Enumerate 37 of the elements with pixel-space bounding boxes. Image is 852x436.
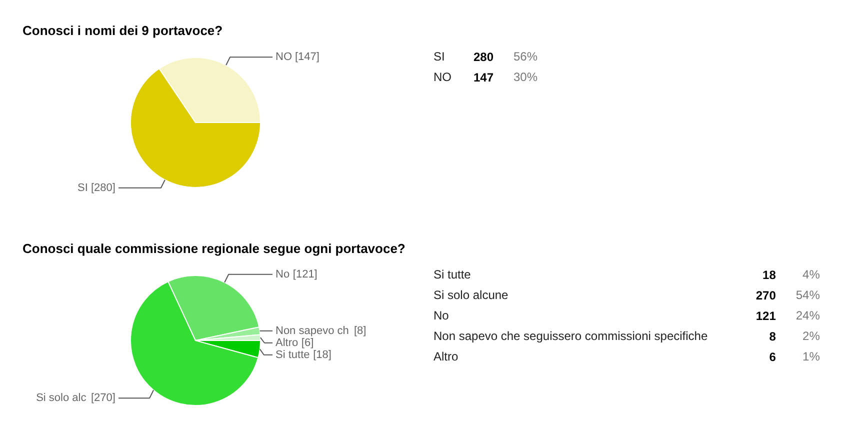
text: 8 [769, 330, 776, 344]
text: Non sapevo che seguissero commissioni specifiche [434, 329, 708, 343]
slice-label: Altro [276, 336, 298, 349]
slice-label: SI [78, 182, 88, 194]
text: 54% [796, 288, 820, 302]
data-label: [18] [313, 348, 332, 361]
slice-label: Non sapevo ch [276, 324, 349, 337]
chart-title: Conosci i nomi dei 9 portavoce? [22, 23, 223, 38]
text: 280 [473, 50, 494, 64]
text: 121 [756, 309, 776, 323]
data-label: [270] [91, 392, 116, 404]
text: 24% [796, 308, 820, 322]
data-label: [147] [295, 51, 320, 64]
text: 147 [473, 70, 494, 84]
text: 1% [802, 350, 820, 364]
text: SI [434, 50, 445, 64]
text: No [434, 308, 450, 322]
chart-title: Conosci quale commissione regionale segue ogni portavoce? [22, 241, 406, 256]
slice-label: Si solo alc [36, 392, 87, 404]
text: 56% [513, 50, 538, 64]
text: NO [434, 70, 452, 84]
slice-label: NO [276, 51, 292, 64]
text: Altro [434, 350, 458, 364]
slice-label: Si tutte [276, 348, 310, 361]
text: 18 [762, 268, 776, 282]
text: 4% [802, 268, 820, 282]
text: 270 [756, 288, 776, 302]
data-label: [121] [292, 268, 318, 280]
text: 30% [513, 70, 538, 84]
text: Si solo alcune [434, 288, 509, 302]
slice-label: No [276, 268, 290, 280]
data-label: [8] [354, 324, 366, 337]
text: 2% [802, 329, 820, 343]
text: Si tutte [434, 268, 472, 282]
data-label: [280] [91, 182, 116, 194]
text: 6 [769, 350, 776, 364]
data-label: [6] [301, 336, 314, 349]
